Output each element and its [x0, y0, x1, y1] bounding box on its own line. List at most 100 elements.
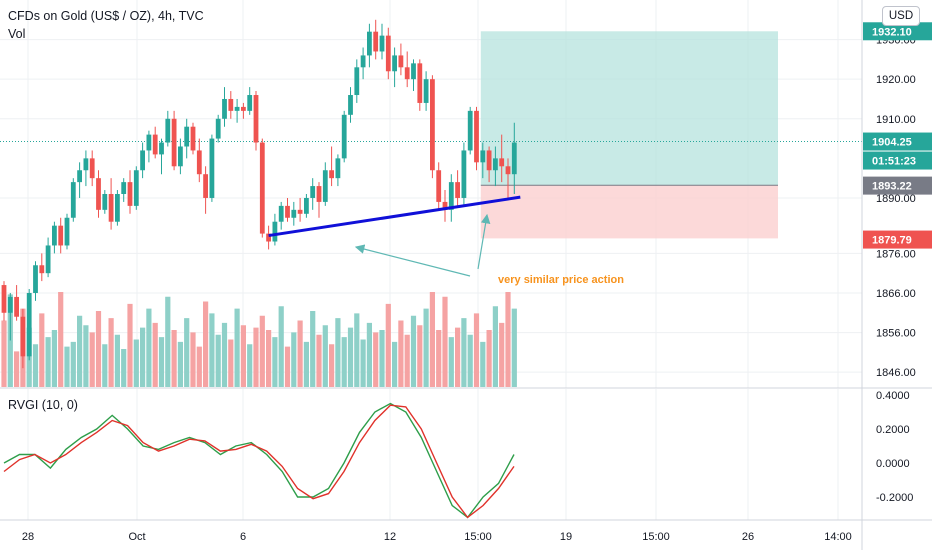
volume-bar: [303, 341, 309, 387]
candle-body: [20, 316, 26, 357]
candle-body: [455, 182, 460, 198]
candle-body: [64, 217, 70, 246]
volume-bar: [398, 320, 404, 387]
candle-body: [285, 205, 290, 218]
volume-bar: [266, 330, 272, 387]
countdown-label: 01:51:23: [872, 156, 916, 168]
volume-bar: [45, 337, 51, 387]
volume-bar: [184, 318, 190, 387]
candle-body: [190, 126, 196, 151]
volume-bar: [505, 292, 511, 387]
volume-bar: [417, 325, 423, 387]
volume-bar: [379, 330, 385, 387]
volume-bar: [58, 292, 64, 387]
candle-body: [442, 201, 448, 210]
volume-bar: [329, 344, 335, 387]
candle-body: [392, 55, 397, 72]
volume-bar: [442, 296, 448, 387]
volume-bar: [171, 330, 177, 387]
rvgi-indicator-label: RVGI (10, 0): [8, 398, 78, 412]
candle-body: [77, 170, 82, 183]
candle-body: [1, 285, 7, 313]
stop-price-tag-bg: [863, 230, 932, 249]
candle-body: [58, 225, 64, 246]
volume-bar: [335, 318, 341, 387]
volume-bar: [190, 332, 196, 387]
time-tick-label: 15:00: [642, 531, 670, 543]
volume-bar: [1, 320, 7, 387]
current-price-tag-bg: [863, 132, 932, 151]
candle-body: [467, 110, 473, 151]
candle-body: [398, 55, 404, 68]
candle-body: [115, 194, 120, 222]
candle-body: [52, 225, 57, 246]
candle-body: [222, 98, 227, 119]
volume-bar: [385, 303, 391, 387]
current-price-tag: 1904.25: [872, 137, 912, 149]
currency-button[interactable]: USD: [882, 6, 920, 26]
volume-label: Vol: [8, 27, 26, 41]
candle-body: [165, 118, 171, 143]
candle-body: [33, 265, 38, 293]
volume-bar: [234, 308, 240, 387]
candle-body: [499, 158, 505, 167]
volume-bar: [423, 308, 429, 387]
volume-bar: [278, 306, 284, 387]
volume-bar: [39, 313, 45, 387]
candle-body: [360, 55, 366, 68]
candle-body: [423, 79, 429, 103]
volume-bar: [146, 308, 152, 387]
volume-bar: [448, 337, 454, 387]
candle-body: [39, 265, 45, 274]
volume-bar: [196, 346, 202, 387]
candle-body: [241, 106, 246, 111]
candle-body: [379, 35, 385, 52]
volume-bar: [203, 301, 209, 387]
volume-bar: [89, 332, 95, 387]
candle-body: [505, 166, 511, 175]
volume-bar: [310, 311, 316, 387]
volume-bar: [492, 306, 498, 387]
candle-body: [480, 150, 486, 163]
candle-body: [430, 79, 435, 171]
volume-bar: [114, 334, 120, 387]
time-tick-label: 6: [240, 531, 246, 543]
volume-bar: [404, 334, 410, 387]
time-tick-label: Oct: [128, 531, 145, 543]
chart-title: CFDs on Gold (US$ / OZ), 4h, TVC: [8, 9, 204, 23]
volume-bar: [322, 325, 328, 387]
candle-body: [184, 126, 190, 147]
price-tick-label: 1910.00: [876, 114, 916, 126]
candle-body: [83, 158, 89, 171]
volume-bar: [511, 308, 517, 387]
indicator-tick-label: 0.0000: [876, 458, 910, 470]
volume-bar: [158, 337, 165, 387]
volume-bar: [360, 339, 366, 387]
target-price-tag: 1932.10: [872, 26, 912, 38]
candle-body: [102, 194, 108, 210]
volume-bar: [209, 313, 215, 387]
stop-price-tag: 1879.79: [872, 235, 912, 247]
annotation-text: very similar price action: [498, 274, 624, 286]
candle-body: [304, 197, 309, 214]
candle-body: [266, 233, 271, 242]
candle-body: [234, 106, 240, 111]
indicator-tick-label: -0.2000: [876, 492, 913, 504]
candle-body: [367, 31, 372, 56]
candle-body: [373, 31, 379, 52]
time-tick-label: 28: [22, 531, 34, 543]
volume-bar: [77, 315, 83, 387]
candle-body: [272, 221, 278, 242]
volume-bar: [127, 303, 133, 387]
volume-bar: [316, 334, 322, 387]
candle-body: [348, 95, 353, 115]
volume-bar: [14, 351, 20, 387]
volume-bar: [177, 341, 183, 387]
candle-body: [341, 114, 347, 159]
volume-bar: [392, 341, 398, 387]
price-tick-label: 1866.00: [876, 288, 916, 300]
volume-bar: [480, 341, 486, 387]
candle-body: [354, 67, 360, 96]
candle-body: [140, 150, 145, 171]
